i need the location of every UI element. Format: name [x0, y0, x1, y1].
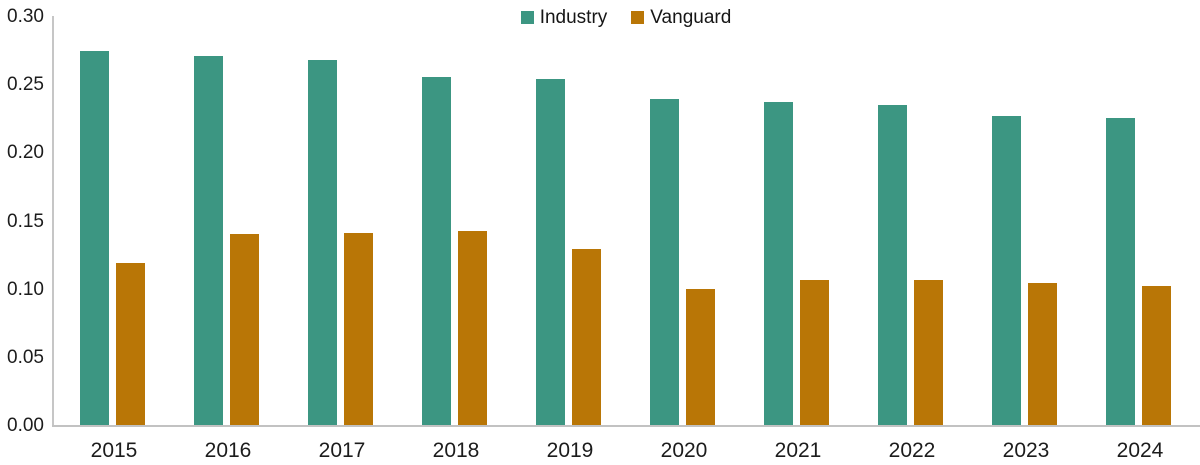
y-axis-tick-label: 0.15	[7, 210, 44, 232]
y-axis-tick-label: 0.30	[7, 6, 44, 27]
y-axis-tick-label: 0.20	[7, 142, 44, 164]
x-axis-label-2017: 2017	[318, 439, 366, 462]
x-axis-label-2022: 2022	[888, 439, 936, 462]
bar-vanguard-2018	[458, 231, 487, 425]
x-axis-label-2023: 2023	[1002, 439, 1050, 462]
x-axis-label-2016: 2016	[204, 439, 252, 462]
bar-vanguard-2020	[686, 288, 715, 425]
x-axis-label-2024: 2024	[1116, 439, 1164, 462]
bar-industry-2018	[422, 77, 451, 425]
bar-industry-2023	[992, 115, 1021, 425]
bar-industry-2019	[536, 78, 565, 425]
legend-label-vanguard: Vanguard	[650, 6, 732, 28]
chart-legend: Industry Vanguard	[52, 5, 1200, 29]
legend-swatch-vanguard-icon	[631, 10, 645, 24]
legend-swatch-industry-icon	[520, 10, 534, 24]
bar-vanguard-2021	[800, 280, 829, 425]
y-axis-tick-label: 0.00	[7, 415, 44, 436]
y-axis-tick-label: 0.10	[7, 278, 44, 300]
x-axis-label-2018: 2018	[432, 439, 480, 462]
bar-industry-2015	[80, 51, 109, 425]
y-axis-tick-label: 0.25	[7, 74, 44, 96]
bar-vanguard-2022	[914, 280, 943, 425]
bar-industry-2016	[194, 55, 223, 425]
bar-vanguard-2024	[1142, 285, 1171, 425]
bar-industry-2022	[878, 104, 907, 425]
y-axis-line	[52, 16, 54, 425]
bar-industry-2024	[1106, 118, 1135, 425]
bar-industry-2020	[650, 99, 679, 425]
bar-vanguard-2016	[230, 234, 259, 425]
bar-vanguard-2017	[344, 232, 373, 425]
y-axis-tick-label: 0.05	[7, 346, 44, 368]
legend-label-industry: Industry	[539, 6, 608, 28]
bar-vanguard-2015	[116, 262, 145, 425]
legend-item-industry: Industry	[520, 6, 608, 28]
bar-industry-2017	[308, 59, 337, 425]
x-axis-label-2019: 2019	[546, 439, 594, 462]
x-axis-line	[52, 425, 1200, 427]
bar-industry-2021	[764, 101, 793, 425]
x-axis-label-2020: 2020	[660, 439, 708, 462]
bar-vanguard-2019	[572, 249, 601, 425]
bar-vanguard-2023	[1028, 283, 1057, 425]
x-axis-label-2021: 2021	[774, 439, 822, 462]
x-axis-label-2015: 2015	[90, 439, 138, 462]
legend-item-vanguard: Vanguard	[631, 8, 731, 27]
